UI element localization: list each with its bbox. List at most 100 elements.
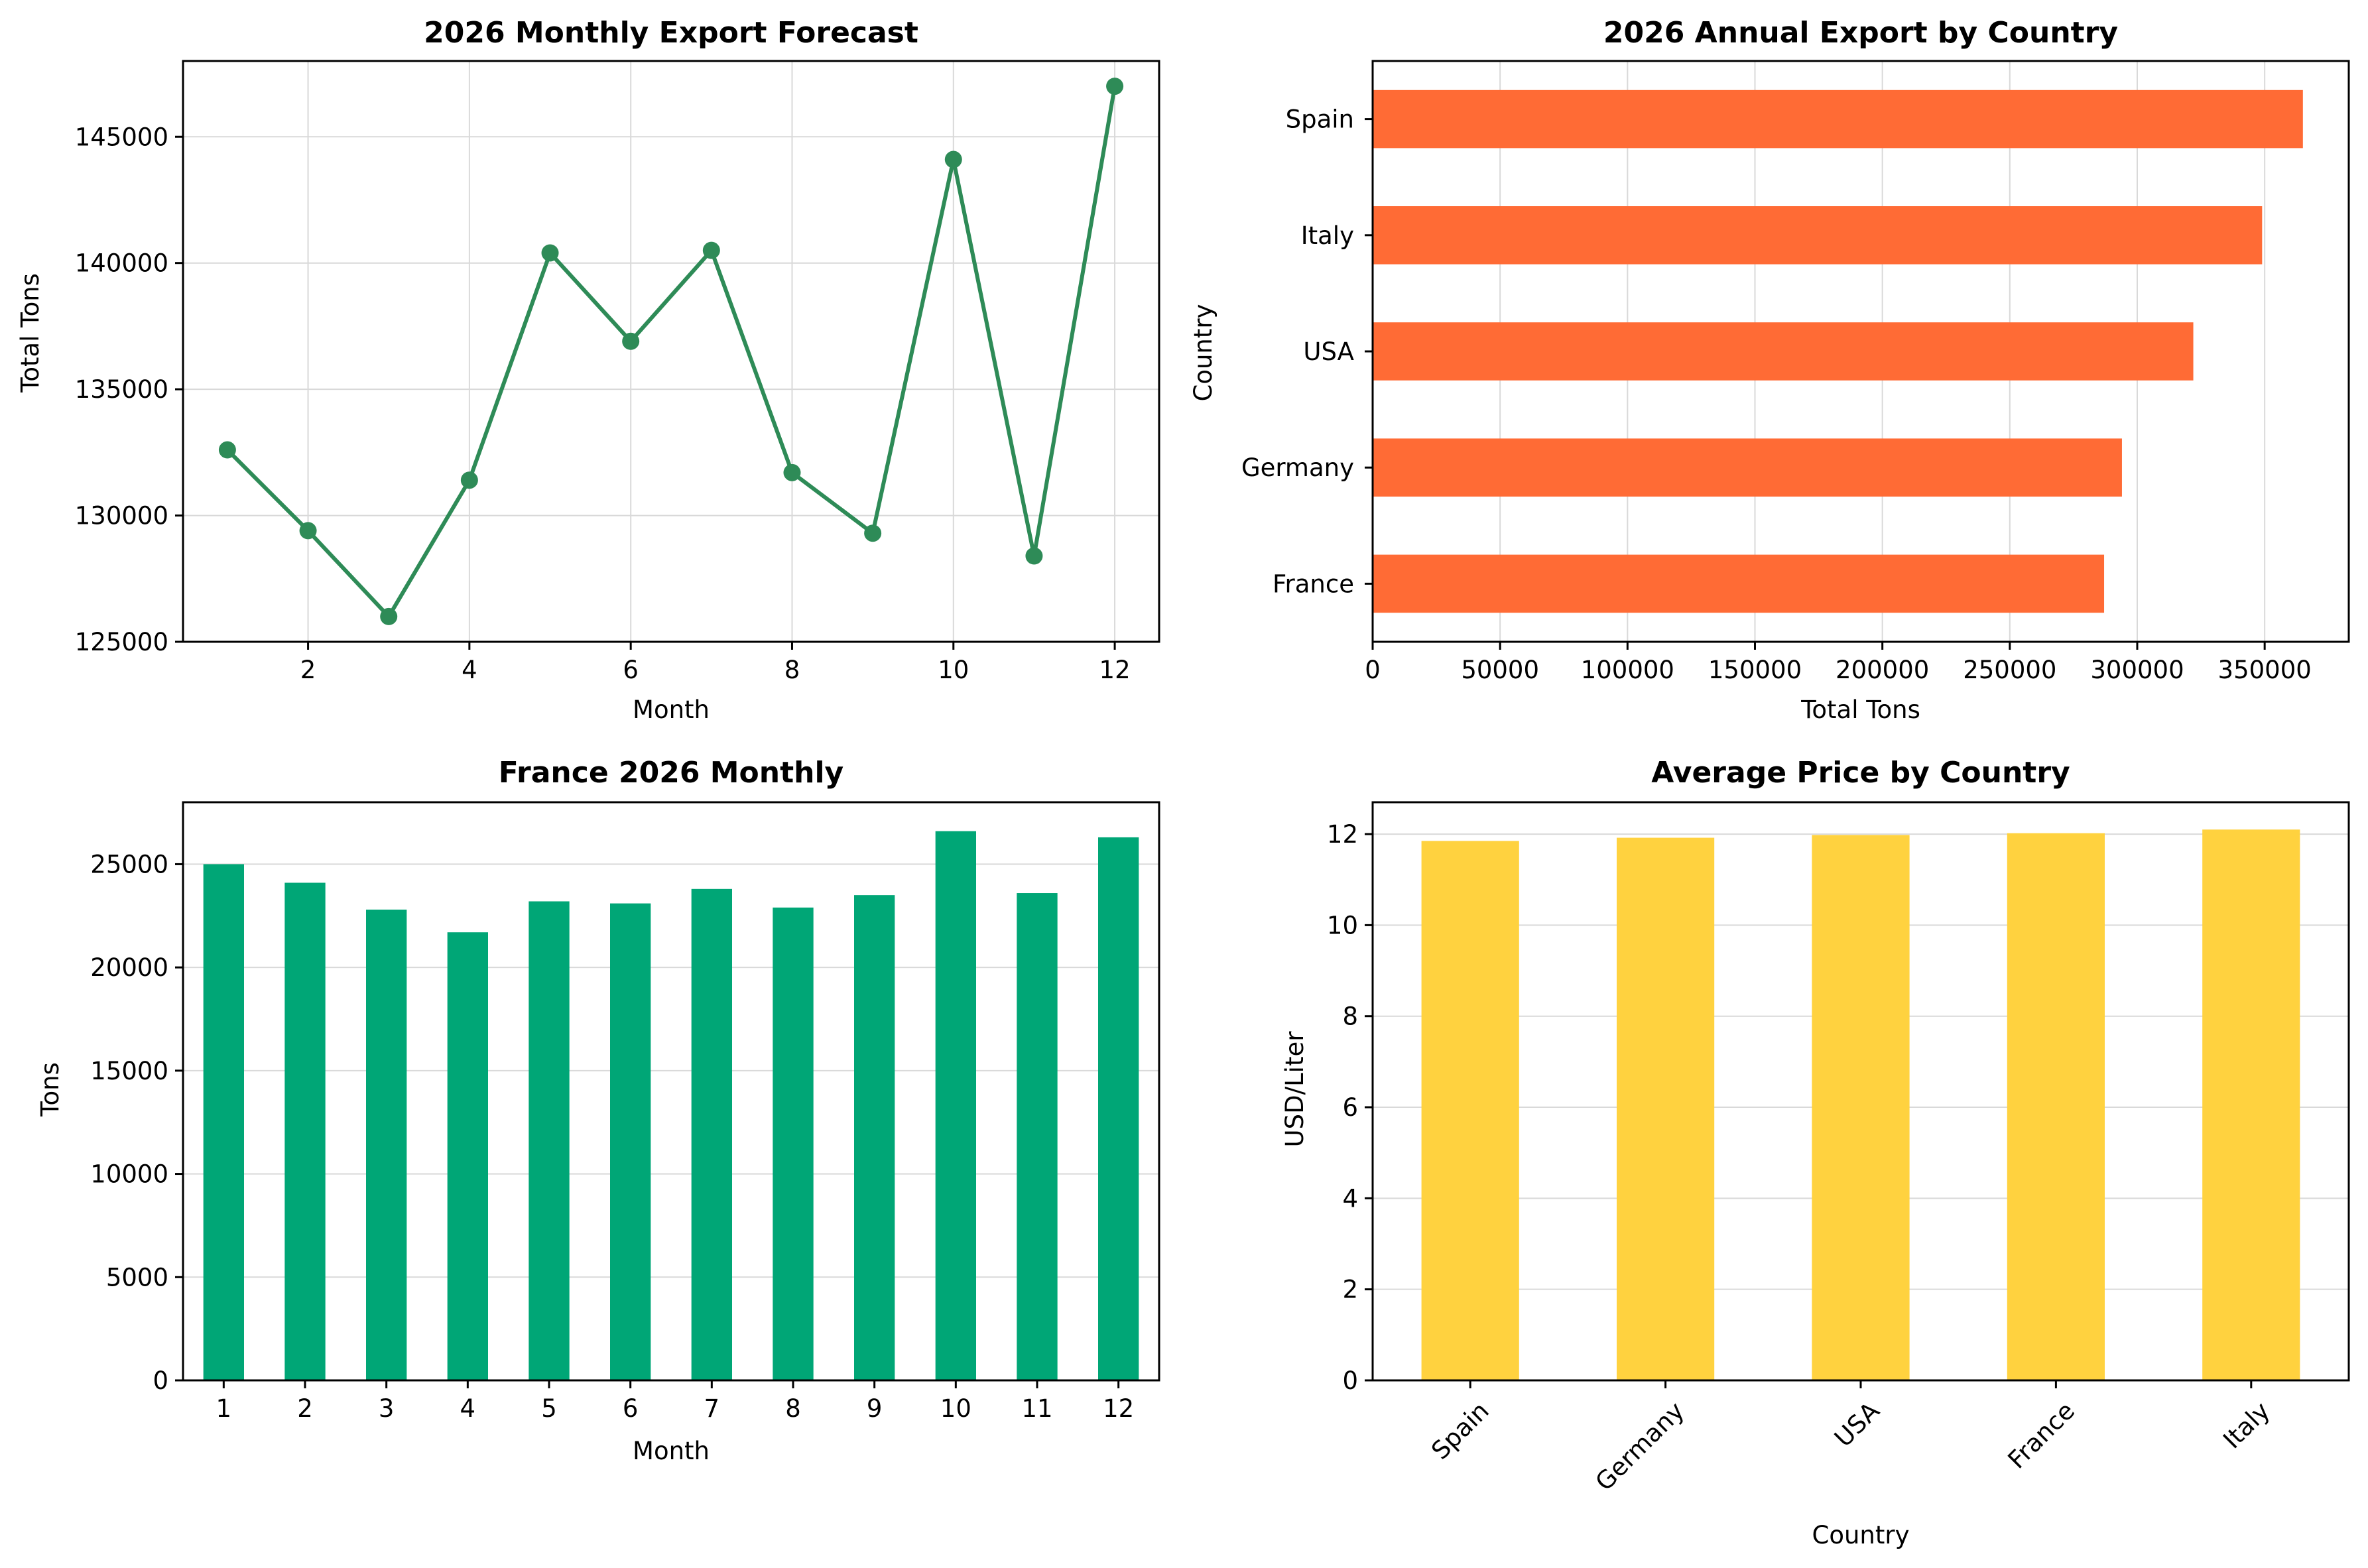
ticks: 0 50000 100000 150000 200000 250000 300000 3500… — [1241, 105, 2312, 684]
y-tick-label: 12 — [1327, 820, 1358, 849]
gridlines — [183, 863, 1159, 1381]
data-point — [541, 244, 559, 262]
x-tick-label: 6 — [623, 656, 639, 684]
y-tick-label: 4 — [1342, 1184, 1358, 1213]
bar — [1373, 206, 2263, 265]
data-point — [299, 522, 317, 540]
data-point — [702, 241, 720, 259]
x-tick-label: 7 — [704, 1394, 720, 1423]
x-tick-label: 5 — [541, 1394, 557, 1423]
y-tick-label: Italy — [1301, 221, 1354, 250]
x-tick-label: Germany — [1590, 1396, 1690, 1496]
bar — [1373, 438, 2122, 497]
y-tick-label: Spain — [1286, 105, 1354, 134]
axes-frame — [1371, 801, 2350, 1382]
y-tick-label: 125000 — [75, 628, 168, 656]
y-axis-label: Total Tons — [16, 273, 44, 393]
bar — [773, 907, 814, 1380]
bar — [610, 903, 651, 1380]
hbar-chart-annual-by-country: 2026 Annual Export by Country Total Tons… — [1189, 16, 2350, 724]
x-tick-label: 8 — [784, 656, 800, 684]
y-tick-label: 0 — [153, 1366, 168, 1395]
x-tick-label: 200000 — [1836, 656, 1929, 684]
x-tick-label: 150000 — [1708, 656, 1802, 684]
y-tick-label: 10 — [1327, 911, 1358, 939]
x-tick-label: 100000 — [1581, 656, 1674, 684]
data-point — [460, 471, 478, 489]
y-tick-label: 2 — [1342, 1276, 1358, 1304]
chart-title: 2026 Annual Export by Country — [1603, 16, 2118, 50]
chart-title: France 2026 Monthly — [499, 756, 843, 790]
x-tick-label: Spain — [1426, 1396, 1495, 1465]
data-point — [622, 332, 640, 350]
data-point — [1025, 547, 1043, 565]
x-tick-label: 250000 — [1963, 656, 2056, 684]
bars — [1421, 829, 2300, 1380]
y-tick-label: France — [1273, 570, 1354, 598]
x-tick-label: 2 — [300, 656, 316, 684]
series — [218, 78, 1124, 625]
data-point — [218, 441, 236, 459]
y-tick-label: Germany — [1241, 453, 1354, 482]
axes-frame — [1371, 60, 2350, 643]
y-tick-label: 140000 — [75, 249, 168, 278]
ticks: 2 4 6 8 10 12 125000 130000 135000 140000 145000 — [75, 123, 1131, 684]
x-tick-label: 4 — [462, 656, 477, 684]
axes-frame — [182, 801, 1160, 1382]
bar — [1373, 90, 2303, 149]
y-axis-label: USD/Liter — [1280, 1031, 1309, 1148]
x-axis-label: Total Tons — [1800, 695, 1920, 724]
x-tick-label: 3 — [379, 1394, 395, 1423]
x-tick-label: 9 — [867, 1394, 883, 1423]
bar — [447, 932, 488, 1380]
x-tick-label: 50000 — [1461, 656, 1539, 684]
y-tick-label: 130000 — [75, 502, 168, 530]
y-tick-label: 10000 — [90, 1160, 168, 1189]
y-tick-label: 25000 — [90, 850, 168, 878]
y-axis-label: Country — [1189, 304, 1217, 402]
x-tick-label: 4 — [460, 1394, 476, 1423]
y-tick-label: 20000 — [90, 953, 168, 982]
y-tick-label: 5000 — [106, 1263, 168, 1292]
bar — [1017, 893, 1058, 1380]
data-point — [783, 463, 801, 481]
y-tick-label: 0 — [1342, 1366, 1358, 1395]
x-axis-label: Country — [1812, 1521, 1910, 1549]
x-axis-label: Month — [633, 1437, 710, 1465]
chart-title: Average Price by Country — [1651, 756, 2070, 790]
bar-chart-average-price: Average Price by Country Country USD/Lit… — [1280, 756, 2350, 1549]
x-tick-label: 350000 — [2218, 656, 2312, 684]
x-axis-label: Month — [633, 695, 710, 724]
x-tick-label: 6 — [623, 1394, 639, 1423]
axes-frame — [182, 60, 1160, 643]
series-line — [225, 86, 1117, 619]
x-tick-label: 11 — [1021, 1394, 1052, 1423]
bar — [1098, 837, 1139, 1380]
bar — [529, 901, 570, 1380]
x-tick-label: Italy — [2217, 1396, 2275, 1454]
x-tick-label: 10 — [940, 1394, 971, 1423]
bar — [2007, 833, 2105, 1380]
x-tick-label: 10 — [938, 656, 969, 684]
x-tick-label: 8 — [785, 1394, 801, 1423]
bar — [203, 864, 244, 1380]
bar — [691, 888, 732, 1380]
x-tick-label: 12 — [1099, 656, 1131, 684]
bars — [1373, 90, 2303, 613]
y-tick-label: 8 — [1342, 1002, 1358, 1031]
data-point — [380, 607, 398, 625]
y-tick-label: 6 — [1342, 1093, 1358, 1122]
x-tick-label: France — [2003, 1396, 2080, 1474]
bar — [1373, 554, 2105, 613]
bar-chart-france-monthly: France 2026 Monthly Month Tons 0 5000 1000… — [36, 756, 1160, 1465]
bar — [2202, 829, 2300, 1380]
data-point — [944, 151, 962, 168]
y-tick-label: 135000 — [75, 375, 168, 404]
bar — [1617, 837, 1715, 1380]
data-point — [1106, 78, 1124, 95]
x-tick-label: 1 — [216, 1394, 232, 1423]
bar — [1373, 322, 2194, 381]
line-chart-monthly-forecast: 2026 Monthly Export Forecast Month Total… — [16, 16, 1160, 724]
